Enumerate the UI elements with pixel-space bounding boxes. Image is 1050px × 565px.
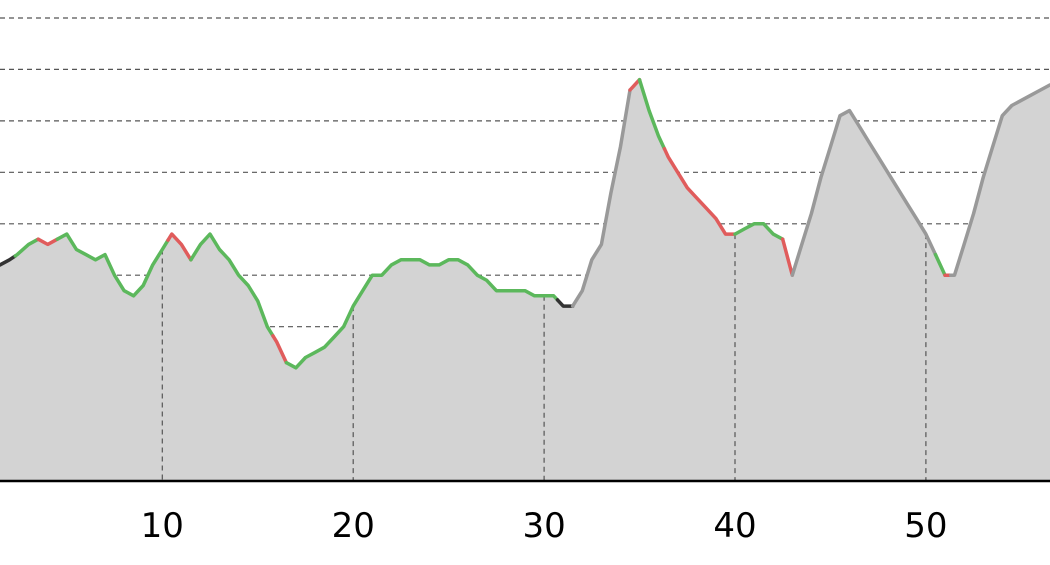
profile-segment — [189, 232, 275, 338]
profile-segment — [284, 258, 560, 370]
profile-segment — [271, 334, 289, 365]
line-layer — [0, 77, 1050, 370]
profile-segment — [933, 252, 947, 277]
profile-segment — [637, 77, 667, 151]
profile-segment — [662, 146, 737, 236]
profile-segment — [948, 83, 1050, 277]
area-layer — [0, 79, 1050, 481]
x-tick-label: 30 — [522, 506, 565, 546]
profile-segment — [55, 232, 170, 298]
profile-segment — [166, 232, 193, 262]
x-tick-label: 40 — [713, 506, 756, 546]
elevation-area — [0, 79, 1050, 481]
x-tick-label: 50 — [904, 506, 947, 546]
profile-segment — [570, 88, 632, 308]
profile-segment — [36, 237, 60, 247]
profile-segment — [733, 222, 785, 241]
x-tick-label: 10 — [141, 506, 184, 546]
axis-layer: 10 20 30 40 50 — [0, 479, 1050, 546]
profile-segment — [628, 77, 642, 92]
profile-segment — [13, 237, 40, 258]
profile-segment — [780, 237, 795, 277]
profile-segment — [0, 254, 18, 267]
x-tick-label: 20 — [332, 506, 375, 546]
profile-segment — [555, 298, 575, 308]
profile-segment — [790, 108, 938, 277]
